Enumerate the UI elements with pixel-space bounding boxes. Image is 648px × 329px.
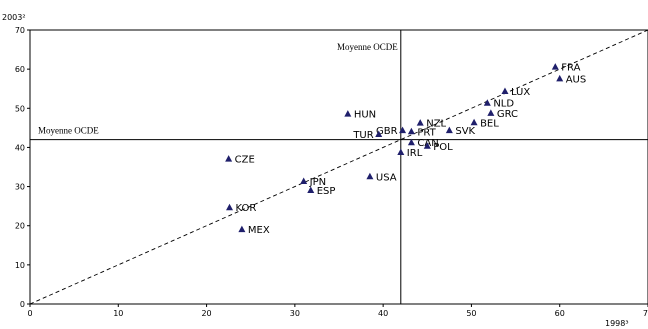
point-label: FRA [561,63,580,74]
point-label: JPN [309,177,326,188]
point-label: ESP [317,186,336,197]
point-label: PRT [417,127,436,138]
point-label: GRC [497,109,518,120]
data-point [483,99,491,106]
point-label: USA [376,172,397,183]
data-point [556,74,564,82]
point-label: GBR [376,126,398,137]
data-point [366,172,374,180]
y-axis: 0 10 20 30 40 50 60 70 [15,26,30,309]
x-tick-label: 70 [643,309,648,318]
y-tick-label: 60 [15,65,25,74]
data-point [551,63,559,70]
plot-frame [29,29,648,305]
data-point [423,142,431,149]
data-point [375,130,383,138]
point-label: LUX [511,87,530,98]
x-tick-label: 50 [466,309,476,318]
x-tick-label: 60 [555,309,565,318]
data-point [397,148,405,156]
data-point [407,127,415,135]
data-point [300,177,308,184]
point-label: SVK [455,126,475,137]
x-axis-title: 1998³ [605,319,629,328]
data-point [416,119,424,126]
x-tick-label: 0 [27,309,32,318]
point-label: NLD [493,99,514,110]
point-label: TUR [352,130,373,141]
x-tick-label: 40 [378,309,388,318]
y-axis-title: 2003² [2,13,26,22]
point-label: KOR [236,203,257,214]
diagonal-line [29,29,648,305]
y-tick-label: 0 [20,300,25,309]
y-tick-label: 70 [15,26,25,35]
data-point [501,87,509,94]
point-label: CZE [235,155,255,166]
point-label: MEX [248,225,270,236]
data-point [225,155,233,162]
y-tick-label: 40 [15,143,25,152]
point-label: NZL [426,119,446,130]
data-point [238,225,246,233]
data-point [407,138,415,146]
point-label: BEL [480,118,499,129]
x-tick-label: 30 [290,309,300,318]
point-label: IRL [407,148,423,159]
data-point [344,110,352,117]
data-point [487,109,495,116]
point-label: POL [433,142,453,153]
vertical-average-label: Moyenne OCDE [337,42,398,52]
x-tick-label: 10 [113,309,123,318]
data-point [470,118,478,126]
data-point [445,126,453,134]
y-tick-label: 10 [15,261,25,270]
y-tick-label: 20 [15,222,25,231]
x-tick-label: 20 [201,309,211,318]
point-label: AUS [566,74,587,85]
y-tick-label: 50 [15,104,25,113]
horizontal-average-label: Moyenne OCDE [38,126,99,136]
data-point [399,126,407,134]
x-axis: 0 10 20 30 40 50 60 70 [27,304,648,318]
y-tick-label: 30 [15,183,25,192]
point-label: HUN [354,110,376,121]
data-point [307,186,315,193]
data-point [226,203,234,211]
